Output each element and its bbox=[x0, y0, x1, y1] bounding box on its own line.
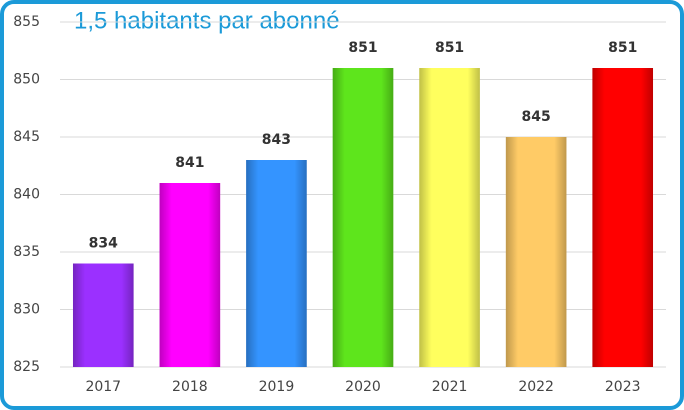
y-tick-label: 835 bbox=[13, 244, 40, 260]
bar-shade bbox=[72, 263, 134, 367]
bar-shade bbox=[592, 68, 654, 367]
bar-shade bbox=[505, 137, 567, 367]
x-tick-label: 2020 bbox=[345, 379, 381, 395]
y-tick-label: 850 bbox=[13, 72, 40, 88]
y-tick-label: 845 bbox=[13, 129, 40, 145]
x-tick-label: 2022 bbox=[518, 379, 554, 395]
value-label: 834 bbox=[89, 236, 118, 252]
bar-shade bbox=[246, 160, 307, 367]
y-tick-label: 840 bbox=[13, 187, 40, 203]
x-tick-label: 2018 bbox=[172, 379, 208, 395]
value-label: 843 bbox=[262, 132, 291, 148]
x-tick-label: 2017 bbox=[85, 379, 121, 395]
y-tick-label: 855 bbox=[13, 14, 40, 30]
chart-title: 1,5 habitants par abonné bbox=[74, 7, 340, 34]
bar-shade bbox=[332, 68, 394, 367]
value-label: 851 bbox=[348, 40, 377, 56]
value-label: 851 bbox=[435, 40, 464, 56]
bar-shade bbox=[159, 183, 221, 367]
x-tick-label: 2019 bbox=[259, 379, 295, 395]
chart: 1,5 habitants par abonné 825 830 835 840 845… bbox=[13, 7, 666, 395]
value-label: 851 bbox=[608, 40, 637, 56]
value-label: 845 bbox=[522, 109, 551, 125]
y-tick-label: 830 bbox=[13, 302, 40, 318]
y-tick-label: 825 bbox=[13, 359, 40, 375]
value-label: 841 bbox=[175, 155, 204, 171]
x-tick-label: 2021 bbox=[432, 379, 468, 395]
x-tick-label: 2023 bbox=[605, 379, 641, 395]
bar-shade bbox=[419, 68, 480, 367]
